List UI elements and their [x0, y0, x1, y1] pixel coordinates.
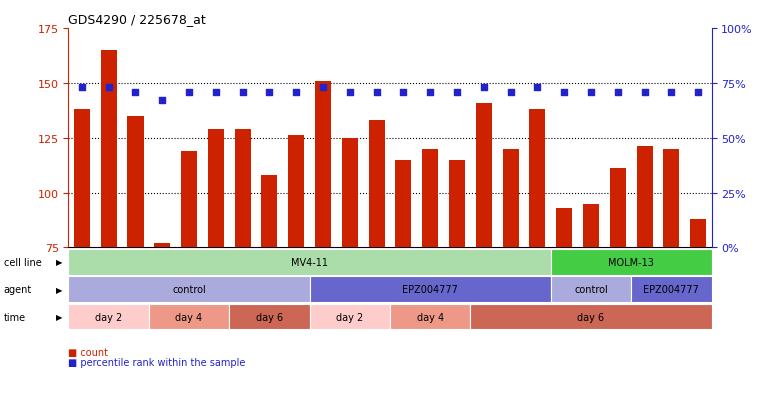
Text: ■ percentile rank within the sample: ■ percentile rank within the sample — [68, 357, 246, 367]
Bar — [181, 152, 197, 248]
Bar — [502, 149, 519, 248]
Bar — [149, 304, 229, 330]
Point — [103, 85, 115, 91]
Bar — [396, 160, 412, 248]
Bar — [342, 138, 358, 248]
Text: MV4-11: MV4-11 — [291, 257, 328, 267]
Bar — [664, 149, 680, 248]
Bar — [476, 103, 492, 248]
Text: time: time — [4, 312, 26, 322]
Bar — [551, 277, 631, 302]
Text: ▶: ▶ — [56, 258, 62, 267]
Text: MOLM-13: MOLM-13 — [608, 257, 654, 267]
Bar — [262, 176, 278, 248]
Text: EPZ004777: EPZ004777 — [403, 285, 458, 294]
Text: ■ count: ■ count — [68, 347, 109, 357]
Point — [290, 89, 302, 96]
Text: control: control — [574, 285, 608, 294]
Point — [585, 89, 597, 96]
Bar — [556, 209, 572, 248]
Point — [129, 89, 142, 96]
Point — [558, 89, 570, 96]
Text: EPZ004777: EPZ004777 — [643, 285, 699, 294]
Text: day 2: day 2 — [95, 312, 123, 322]
Bar — [310, 277, 551, 302]
Bar — [390, 304, 470, 330]
Text: day 6: day 6 — [578, 312, 604, 322]
Point — [371, 89, 383, 96]
Text: ▶: ▶ — [56, 285, 62, 294]
Point — [692, 89, 704, 96]
Bar — [208, 130, 224, 248]
Point — [531, 85, 543, 91]
Point — [397, 89, 409, 96]
Bar — [310, 304, 390, 330]
Bar — [422, 149, 438, 248]
Bar — [68, 277, 310, 302]
Point — [451, 89, 463, 96]
Point — [237, 89, 249, 96]
Text: day 4: day 4 — [176, 312, 202, 322]
Point — [344, 89, 356, 96]
Point — [665, 89, 677, 96]
Point — [478, 85, 490, 91]
Point — [612, 89, 624, 96]
Bar — [368, 121, 384, 248]
Bar — [315, 81, 331, 248]
Bar — [610, 169, 626, 248]
Bar — [100, 51, 116, 248]
Bar — [449, 160, 465, 248]
Bar — [631, 277, 712, 302]
Bar — [74, 110, 90, 248]
Bar — [154, 243, 170, 248]
Point — [210, 89, 222, 96]
Point — [317, 85, 329, 91]
Point — [76, 85, 88, 91]
Bar — [127, 116, 144, 248]
Bar — [551, 249, 712, 275]
Point — [424, 89, 436, 96]
Bar — [583, 204, 599, 248]
Text: ▶: ▶ — [56, 312, 62, 321]
Bar — [68, 304, 149, 330]
Point — [156, 98, 168, 104]
Bar — [530, 110, 546, 248]
Point — [505, 89, 517, 96]
Bar — [234, 130, 250, 248]
Text: control: control — [172, 285, 206, 294]
Bar — [690, 219, 706, 248]
Bar — [229, 304, 310, 330]
Text: day 6: day 6 — [256, 312, 283, 322]
Text: day 2: day 2 — [336, 312, 364, 322]
Text: agent: agent — [4, 285, 32, 294]
Bar — [68, 249, 551, 275]
Point — [638, 89, 651, 96]
Bar — [470, 304, 712, 330]
Text: cell line: cell line — [4, 257, 42, 267]
Text: day 4: day 4 — [416, 312, 444, 322]
Point — [263, 89, 275, 96]
Bar — [636, 147, 653, 248]
Point — [183, 89, 195, 96]
Bar — [288, 136, 304, 248]
Text: GDS4290 / 225678_at: GDS4290 / 225678_at — [68, 13, 206, 26]
